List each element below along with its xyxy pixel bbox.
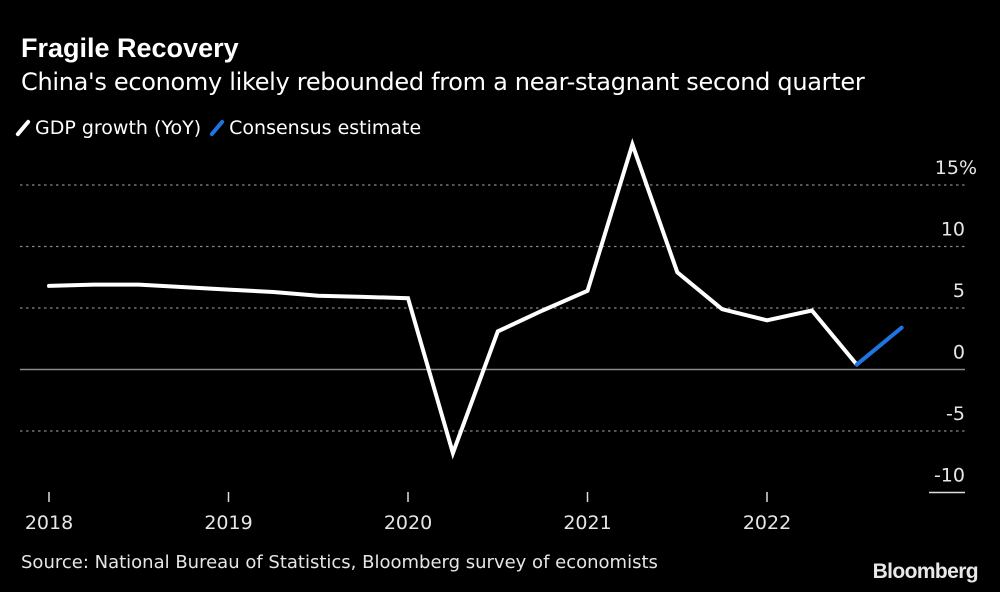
source-note: Source: National Bureau of Statistics, B…	[21, 552, 658, 573]
chart-title: Fragile Recovery	[21, 33, 239, 63]
y-tick-label: 5	[953, 280, 965, 302]
legend-item-gdp: GDP growth (YoY)	[15, 117, 202, 139]
y-tick-label: -10	[934, 465, 965, 487]
gdp-growth-line	[47, 137, 859, 460]
y-tick-label: 15%	[935, 157, 977, 179]
y-tick-label: 10	[941, 219, 965, 241]
y-tick-label: 0	[953, 342, 965, 364]
x-tick-label: 2018	[25, 512, 73, 534]
y-tick-label: -5	[946, 403, 965, 425]
legend: GDP growth (YoY) Consensus estimate	[15, 117, 422, 139]
x-tick-label: 2020	[384, 512, 432, 534]
x-tick-label: 2019	[204, 512, 252, 534]
x-tick-label: 2022	[743, 512, 791, 534]
bloomberg-logo: Bloomberg	[872, 560, 979, 583]
chart-subtitle: China's economy likely rebounded from a …	[21, 68, 865, 96]
x-tick-label: 2021	[563, 512, 611, 534]
legend-item-consensus: Consensus estimate	[209, 117, 422, 139]
legend-label-consensus: Consensus estimate	[229, 117, 422, 139]
legend-label-gdp: GDP growth (YoY)	[35, 117, 202, 139]
consensus-estimate-line	[854, 325, 904, 367]
